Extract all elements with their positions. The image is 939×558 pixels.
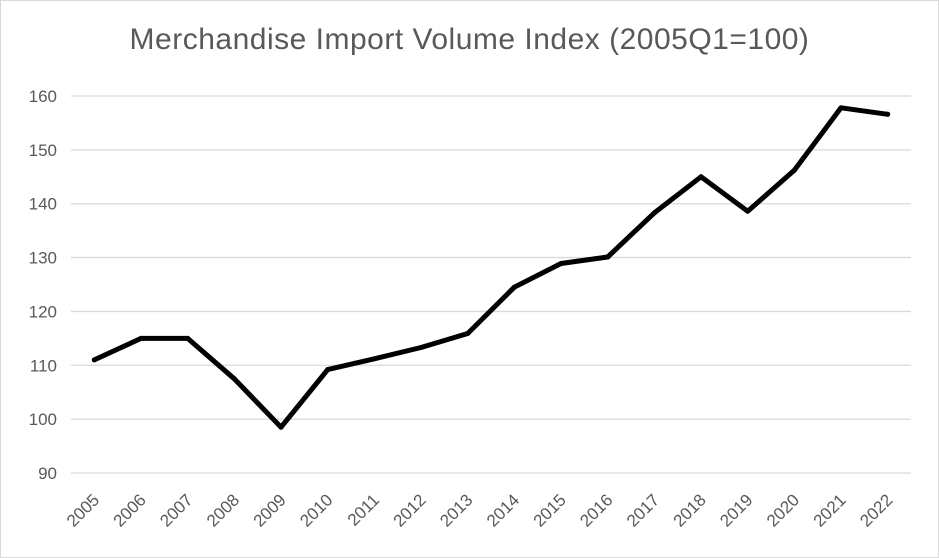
data-point-2019	[745, 208, 751, 214]
data-point-2012	[418, 345, 424, 351]
y-tick-label: 130	[29, 249, 57, 268]
data-point-2015	[558, 260, 564, 266]
x-tick-label: 2019	[716, 490, 756, 530]
y-tick-label: 120	[29, 302, 57, 321]
data-point-2018	[698, 174, 704, 180]
x-tick-label: 2009	[250, 490, 290, 530]
x-tick-label: 2008	[203, 490, 243, 530]
y-tick-label: 110	[30, 356, 57, 375]
y-axis-ticks: 90 100 110 120 130 140 150 160	[29, 87, 57, 483]
data-point-2022	[885, 111, 891, 117]
y-tick-label: 160	[29, 87, 57, 106]
data-point-2013	[465, 331, 471, 337]
gridlines	[71, 95, 911, 474]
data-point-2020	[791, 167, 797, 173]
data-point-2008	[231, 376, 237, 382]
series-layer	[91, 105, 891, 430]
data-point-2005	[91, 357, 97, 363]
x-tick-label: 2022	[856, 490, 896, 530]
x-axis-ticks: 2005 2006 2007 2008 2009 2010 2011 2012 2013 2014…	[63, 490, 897, 530]
data-point-2009	[278, 424, 284, 430]
x-tick-label: 2018	[670, 490, 710, 530]
x-tick-label: 2021	[810, 490, 850, 530]
data-point-2014	[511, 284, 517, 290]
x-tick-label: 2020	[763, 490, 803, 530]
data-point-2006	[138, 335, 144, 341]
series-line	[91, 105, 891, 430]
chart-title: Merchandise Import Volume Index (2005Q1=…	[129, 23, 810, 56]
x-tick-label: 2010	[296, 490, 336, 530]
x-tick-label: 2016	[576, 490, 616, 530]
y-tick-label: 90	[38, 464, 57, 483]
x-tick-label: 2007	[156, 490, 196, 530]
x-tick-label: 2012	[390, 490, 430, 530]
y-tick-label: 100	[29, 410, 57, 429]
data-point-2011	[371, 356, 377, 362]
x-tick-label: 2015	[530, 490, 570, 530]
x-tick-label: 2005	[63, 490, 103, 530]
x-tick-label: 2011	[344, 490, 383, 529]
data-point-2010	[325, 367, 331, 373]
x-tick-label: 2014	[483, 490, 523, 530]
y-tick-label: 140	[29, 195, 57, 214]
data-point-2007	[185, 335, 191, 341]
data-point-2017	[651, 210, 657, 216]
x-tick-label: 2006	[110, 490, 150, 530]
x-tick-label: 2017	[623, 490, 663, 530]
data-point-2021	[838, 105, 844, 111]
x-tick-label: 2013	[436, 490, 476, 530]
data-point-2016	[605, 254, 611, 260]
y-tick-label: 150	[29, 141, 57, 160]
